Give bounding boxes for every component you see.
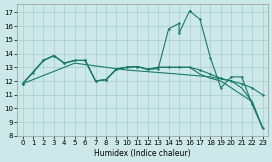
X-axis label: Humidex (Indice chaleur): Humidex (Indice chaleur) bbox=[94, 149, 191, 158]
